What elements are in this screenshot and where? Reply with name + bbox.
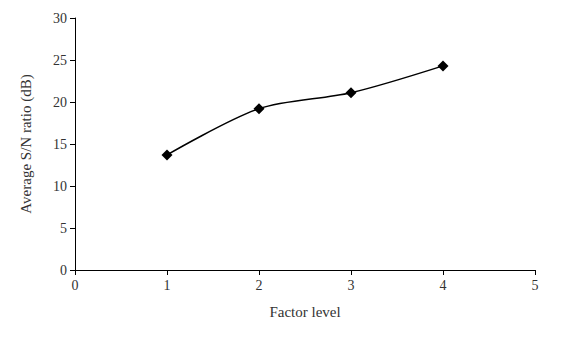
svg-text:3: 3 — [348, 278, 355, 293]
svg-text:20: 20 — [53, 95, 67, 110]
svg-text:Factor level: Factor level — [269, 304, 340, 320]
svg-text:30: 30 — [53, 11, 67, 26]
svg-text:1: 1 — [164, 278, 171, 293]
svg-text:Average S/N ratio (dB): Average S/N ratio (dB) — [18, 74, 35, 213]
svg-text:0: 0 — [60, 263, 67, 278]
svg-text:25: 25 — [53, 53, 67, 68]
svg-text:10: 10 — [53, 179, 67, 194]
svg-text:0: 0 — [72, 278, 79, 293]
svg-text:15: 15 — [53, 137, 67, 152]
svg-text:4: 4 — [440, 278, 447, 293]
svg-text:5: 5 — [60, 221, 67, 236]
svg-text:5: 5 — [532, 278, 539, 293]
svg-text:2: 2 — [256, 278, 263, 293]
